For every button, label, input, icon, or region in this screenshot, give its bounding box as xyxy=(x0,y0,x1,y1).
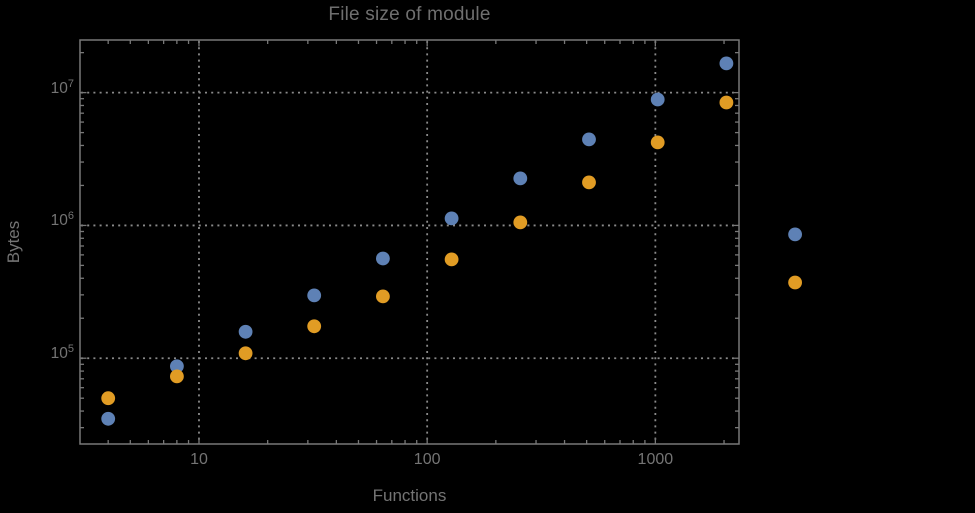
data-point-blue xyxy=(788,227,802,242)
data-point-blue xyxy=(101,411,116,426)
y-tick-exponent: 6 xyxy=(67,210,74,223)
data-point-blue xyxy=(582,132,596,147)
data-point-orange xyxy=(513,215,528,230)
data-point-blue xyxy=(307,288,322,303)
data-point-orange xyxy=(101,391,116,406)
y-tick-base: 10 xyxy=(50,79,68,97)
y-axis-label: Bytes xyxy=(4,220,23,264)
data-point-orange xyxy=(170,369,184,384)
y-tick-exponent: 7 xyxy=(67,77,74,90)
plot-frame xyxy=(79,39,740,445)
y-tick-label: 105 xyxy=(16,343,74,363)
data-point-orange xyxy=(444,252,459,267)
y-tick-label: 106 xyxy=(16,210,74,230)
data-point-blue xyxy=(513,171,528,186)
data-point-blue xyxy=(376,251,390,266)
data-point-orange xyxy=(376,289,390,304)
data-point-orange xyxy=(238,346,253,361)
data-point-blue xyxy=(238,324,253,339)
data-point-orange xyxy=(788,275,802,290)
y-tick-base: 10 xyxy=(50,345,68,363)
y-tick-base: 10 xyxy=(50,212,68,230)
x-tick-label: 100 xyxy=(413,451,441,468)
data-point-orange xyxy=(650,135,665,150)
x-tick-label: 1000 xyxy=(637,451,674,468)
chart-title: File size of module xyxy=(328,4,491,25)
data-point-blue xyxy=(170,359,184,374)
data-point-orange xyxy=(582,175,596,190)
x-tick-label: 10 xyxy=(190,451,208,468)
data-point-orange xyxy=(307,319,322,334)
data-point-blue xyxy=(719,56,734,71)
data-point-blue xyxy=(444,211,459,226)
y-tick-exponent: 5 xyxy=(67,343,74,356)
x-axis-label: Functions xyxy=(372,486,447,505)
data-point-orange xyxy=(719,95,734,110)
y-tick-label: 107 xyxy=(16,77,74,98)
data-point-blue xyxy=(650,92,665,107)
